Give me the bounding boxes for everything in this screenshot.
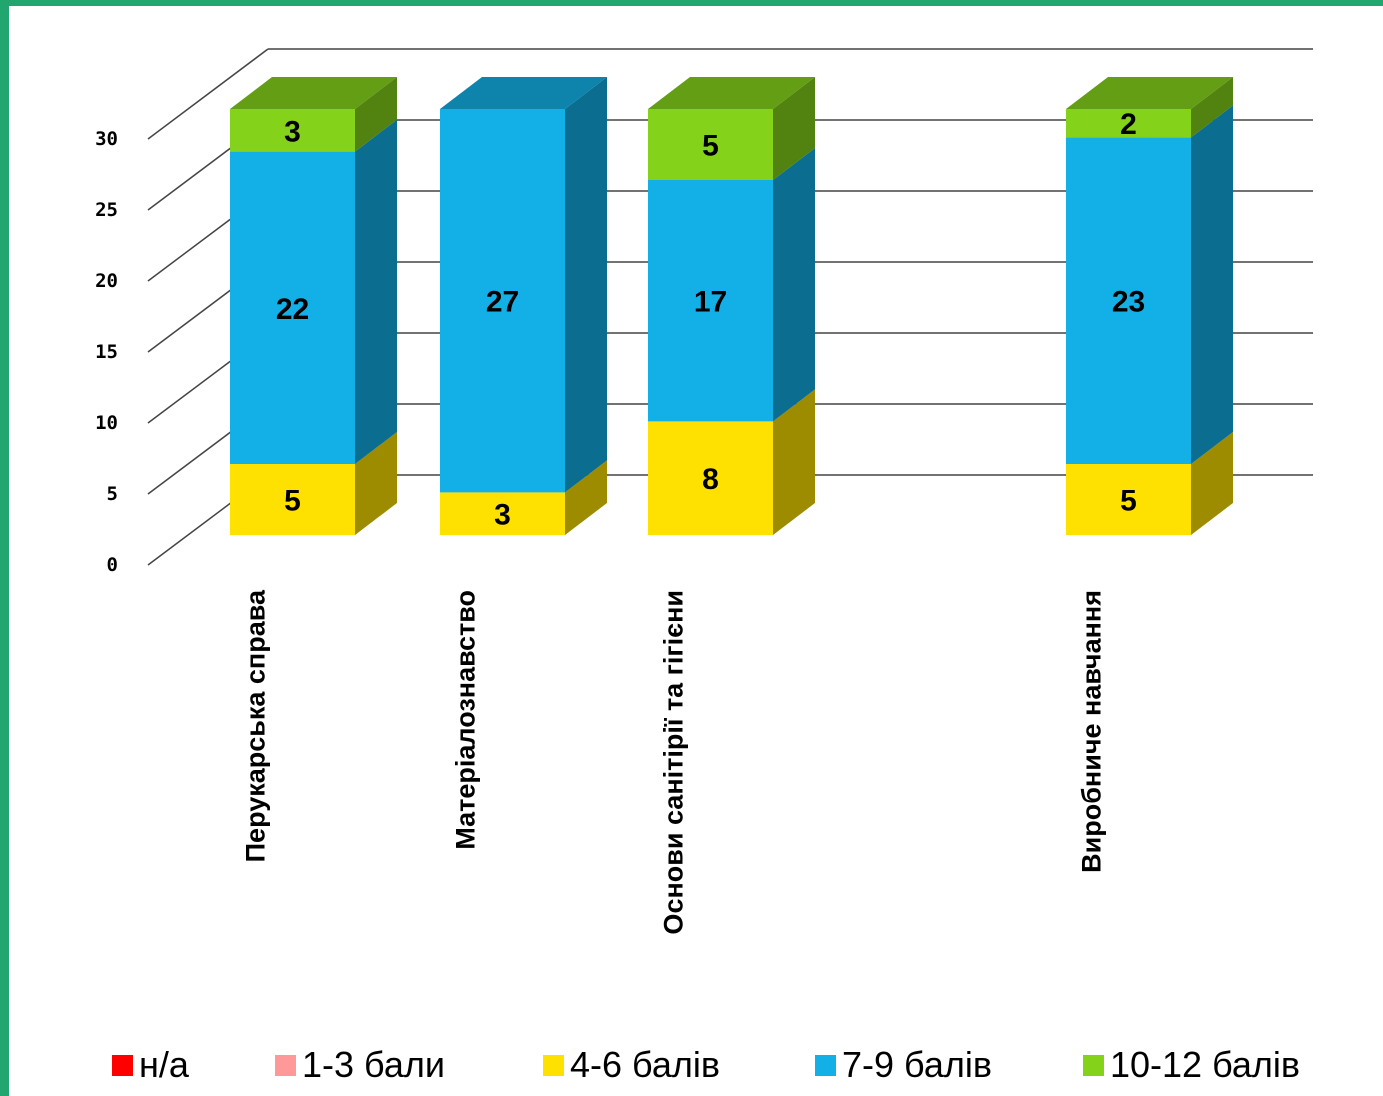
y-tick-label: 10 [95, 412, 118, 434]
data-label: 5 [702, 130, 719, 163]
data-label: 3 [494, 499, 511, 532]
data-label: 5 [1120, 485, 1137, 518]
chart-legend: н/а 1-3 бали 4-6 балів 7-9 балів 10-12 балів [0, 1040, 1383, 1090]
bar-segment [1066, 109, 1191, 138]
bar-segment [230, 109, 355, 152]
gridline-diagonal [147, 48, 269, 140]
legend-swatch [815, 1054, 836, 1076]
y-tick-label: 20 [95, 270, 118, 292]
bar-side [1191, 77, 1233, 138]
category-label: Виробниче навчання [1077, 590, 1107, 873]
bar-segment [648, 109, 773, 180]
category-label: Матеріалознавство [451, 590, 481, 850]
bar-segment [648, 180, 773, 422]
legend-item: 4-6 балів [543, 1040, 720, 1090]
bar-side [1191, 432, 1233, 535]
legend-item: 7-9 балів [815, 1040, 992, 1090]
data-label: 22 [276, 293, 309, 326]
y-tick-label: 30 [95, 128, 118, 150]
category-label: Основи санітірії та гігієни [659, 590, 689, 935]
bar-side [355, 77, 397, 152]
bar-segment [1066, 137, 1191, 464]
legend-item: 1-3 бали [275, 1040, 445, 1090]
legend-label: 10-12 балів [1110, 1044, 1301, 1085]
legend-swatch [275, 1054, 296, 1076]
bar-top [648, 77, 815, 109]
bar-segment [440, 492, 565, 535]
bar-segment [230, 464, 355, 535]
bar-segment [440, 109, 565, 493]
y-tick-label: 5 [107, 483, 118, 505]
bar-side [1191, 105, 1233, 465]
legend-item: 10-12 балів [1083, 1040, 1300, 1090]
y-tick-label: 25 [95, 199, 118, 221]
bar-top [1066, 77, 1233, 109]
bar-segment [1066, 464, 1191, 535]
legend-label: 7-9 балів [842, 1044, 992, 1085]
data-label: 2 [1120, 108, 1137, 141]
y-tick-label: 15 [95, 341, 118, 363]
bar-side [355, 119, 397, 464]
legend-swatch [1083, 1054, 1104, 1076]
bar-segment [648, 421, 773, 535]
legend-item: н/а [112, 1040, 189, 1090]
legend-swatch [112, 1054, 133, 1076]
bar-side [773, 389, 815, 535]
data-label: 8 [702, 463, 719, 496]
category-label: Перукарська справа [241, 589, 271, 862]
bar-side [773, 77, 815, 180]
data-label: 5 [284, 485, 301, 518]
bar-top [440, 77, 607, 109]
legend-swatch [543, 1054, 564, 1076]
data-label: 23 [1112, 286, 1145, 319]
bar-side [565, 460, 607, 535]
bar-top [230, 77, 397, 109]
legend-label: 1-3 бали [302, 1044, 445, 1085]
bar-segment [230, 151, 355, 464]
y-tick-label: 0 [107, 554, 118, 576]
bar-side [565, 77, 607, 493]
bar-side [773, 148, 815, 422]
legend-label: н/а [139, 1044, 189, 1085]
data-label: 17 [694, 286, 727, 319]
legend-label: 4-6 балів [570, 1044, 720, 1085]
bar-side [355, 432, 397, 535]
data-label: 3 [284, 115, 301, 148]
data-label: 27 [486, 286, 519, 319]
